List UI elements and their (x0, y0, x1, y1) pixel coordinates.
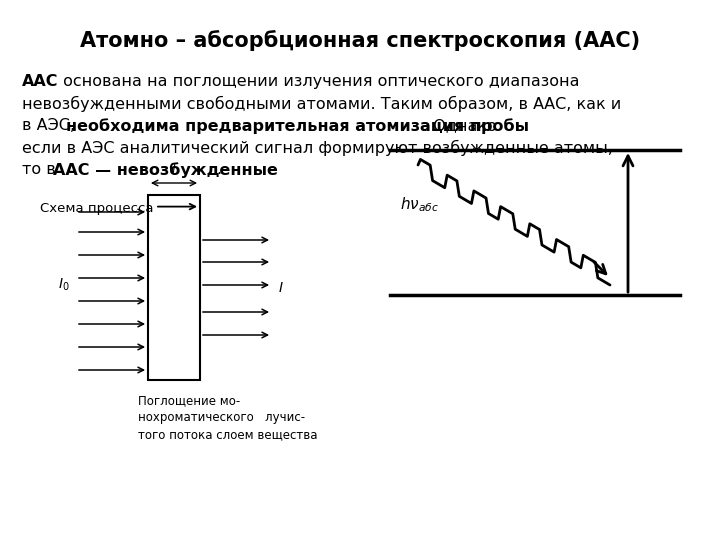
Text: то в: то в (22, 162, 61, 177)
Text: в АЭС,: в АЭС, (22, 118, 80, 133)
Text: Поглощение мо-
нохроматического   лучис-
того потока слоем вещества: Поглощение мо- нохроматического лучис- т… (138, 394, 318, 441)
Bar (148, 195, 200, 380)
Text: .: . (216, 162, 221, 177)
Text: невозбужденными свободными атомами. Таким образом, в ААС, как и: невозбужденными свободными атомами. Таки… (22, 96, 621, 112)
Text: необходима предварительная атомизация пробы: необходима предварительная атомизация пр… (66, 118, 529, 134)
Text: если в АЭС аналитический сигнал формируют возбужденные атомы,: если в АЭС аналитический сигнал формирую… (22, 140, 613, 156)
Text: ААС: ААС (22, 74, 58, 89)
Text: Схема процесса: Схема процесса (40, 201, 153, 214)
Text: Атомно – абсорбционная спектроскопия (ААС): Атомно – абсорбционная спектроскопия (АА… (80, 30, 640, 51)
Text: . Однако: . Однако (423, 118, 497, 133)
Text: $I_0$: $I_0$ (58, 277, 70, 293)
Text: основана на поглощении излучения оптического диапазона: основана на поглощении излучения оптичес… (58, 74, 580, 89)
Text: ААС — невозбужденные: ААС — невозбужденные (53, 162, 278, 178)
Text: $l$: $l$ (171, 163, 176, 177)
Text: $h\nu_{\mathit{абс}}$: $h\nu_{\mathit{абс}}$ (400, 195, 439, 214)
Text: $I$: $I$ (278, 281, 284, 295)
